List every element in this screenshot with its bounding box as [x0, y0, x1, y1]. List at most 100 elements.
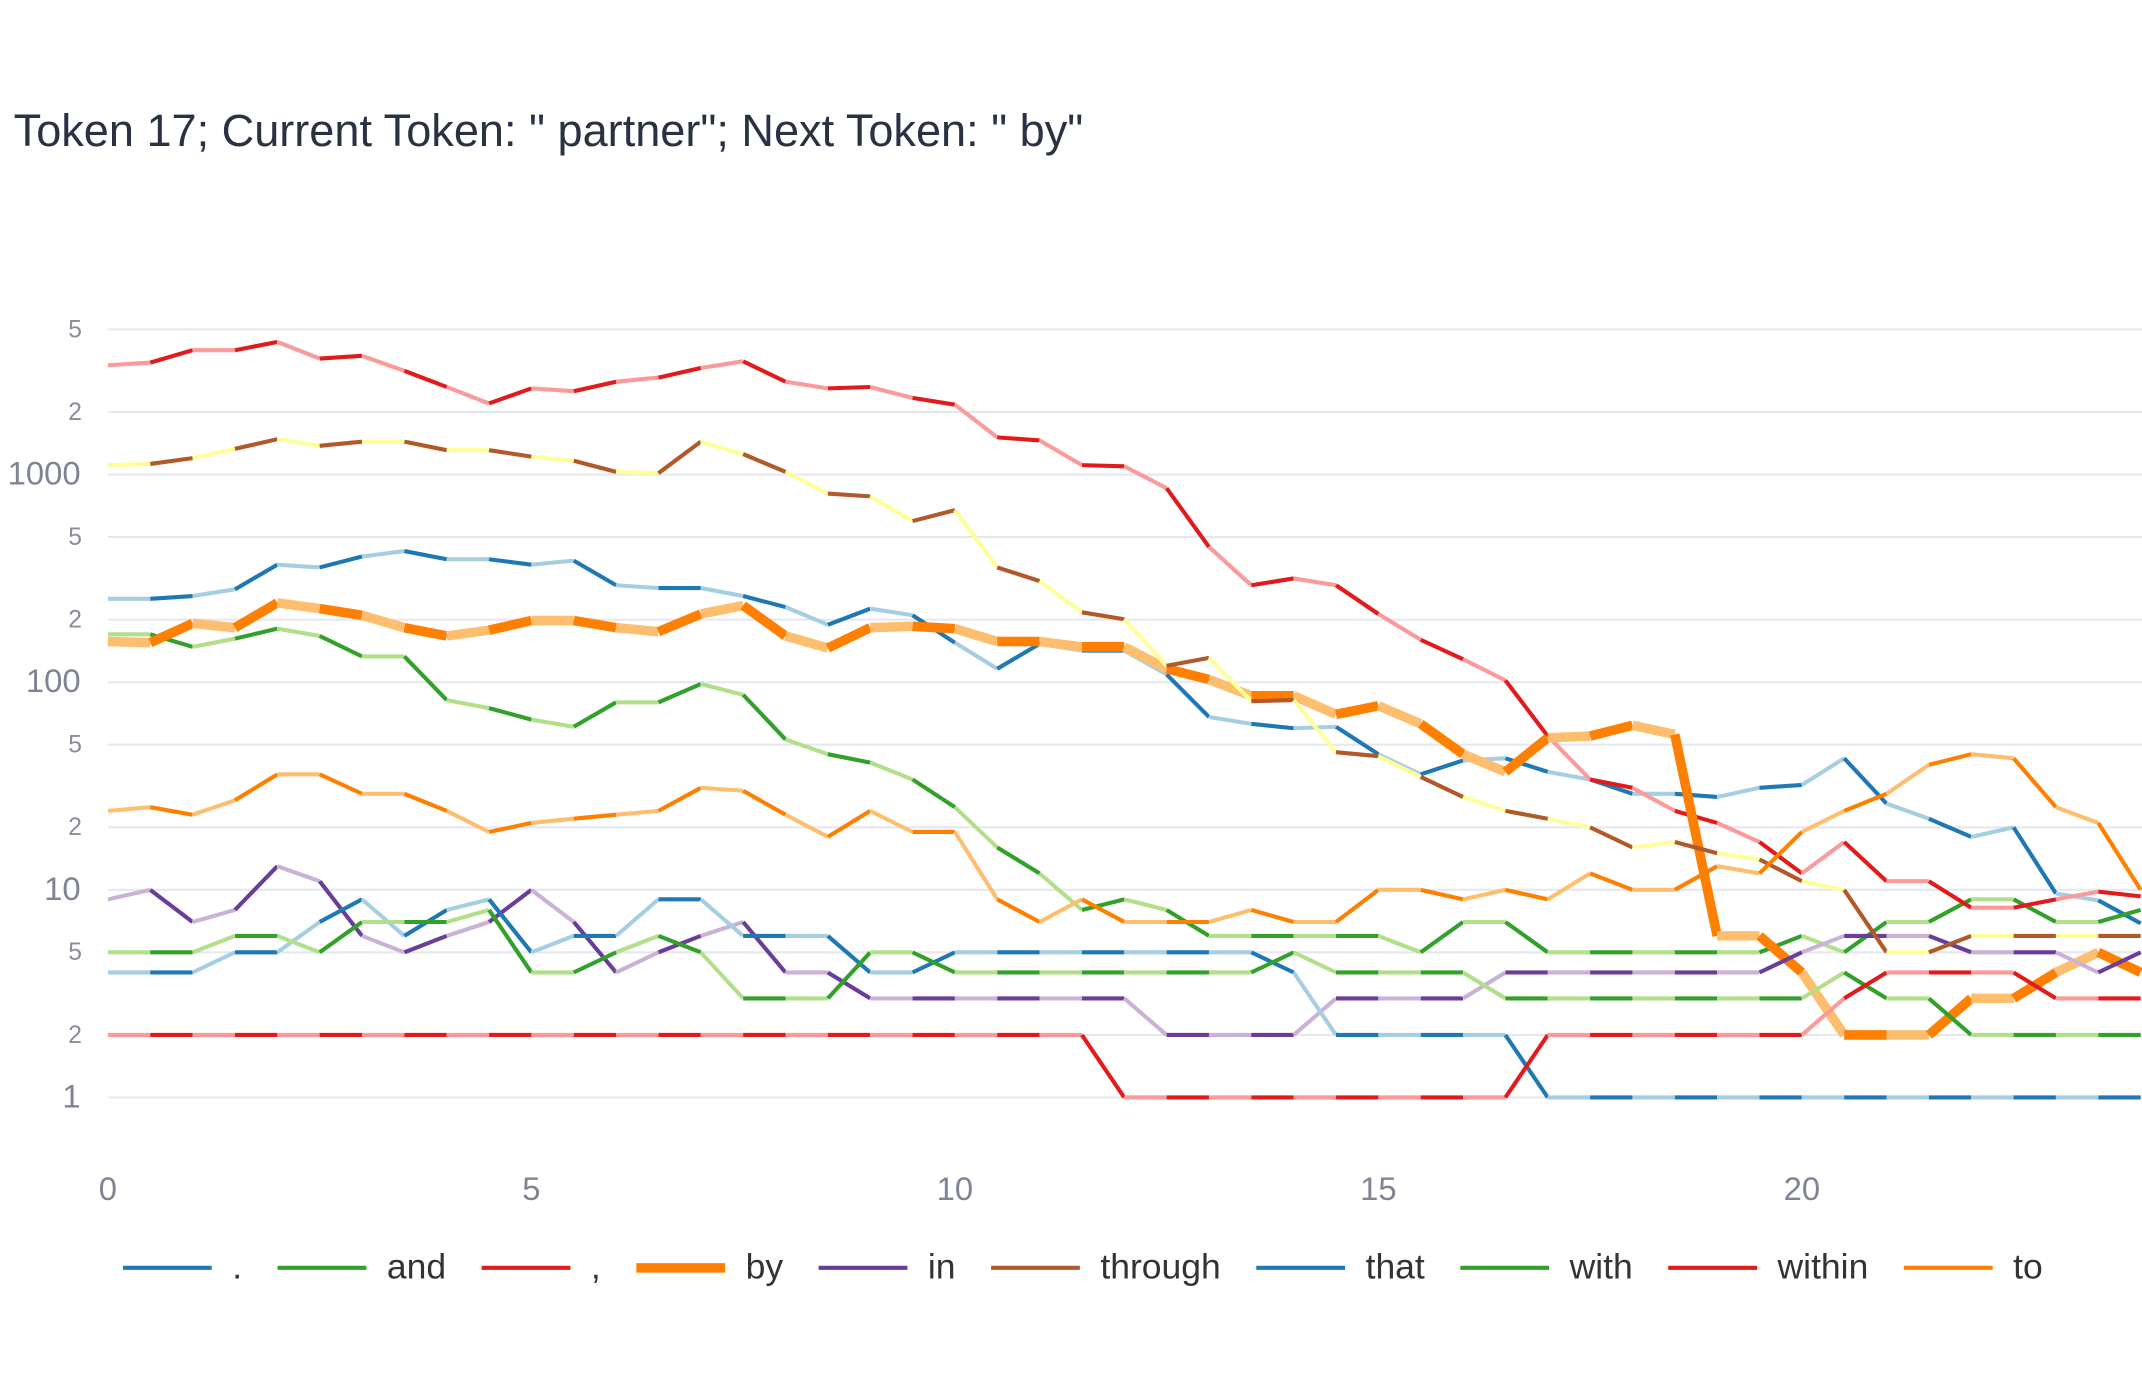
line-segment	[742, 594, 787, 610]
line-segment	[192, 636, 236, 649]
line-segment	[742, 359, 787, 384]
line-segment	[1419, 637, 1464, 662]
line-segment	[2097, 950, 2142, 975]
line-segment	[1800, 809, 1846, 834]
line-segment	[276, 920, 321, 955]
plot-lines	[107, 339, 2142, 1100]
line-segment	[615, 808, 659, 817]
line-segment	[657, 933, 702, 955]
line-segment	[2013, 897, 2057, 910]
x-tick-label: 15	[1360, 1170, 1396, 1207]
line-segment	[1504, 887, 1549, 902]
line-segment	[361, 933, 406, 955]
line-segment	[2012, 897, 2057, 924]
line-segment	[572, 700, 618, 729]
line-segment	[487, 908, 534, 974]
line-segment	[996, 565, 1041, 583]
line-segment	[572, 920, 618, 974]
line-segment	[1546, 871, 1592, 902]
line-segment	[1801, 879, 1845, 892]
line-segment	[530, 933, 575, 955]
line-segment	[1461, 970, 1507, 1001]
line-segment	[1292, 698, 1338, 754]
legend-label: through	[1100, 1247, 1220, 1287]
line-segment	[360, 610, 406, 633]
line-segment	[276, 437, 320, 448]
line-segment	[699, 897, 745, 938]
legend-label: that	[1366, 1247, 1425, 1287]
legend-label: in	[928, 1247, 956, 1287]
line-segment	[1038, 579, 1084, 614]
line-segment	[1377, 933, 1422, 955]
line-segment	[446, 920, 490, 938]
line-segment	[1081, 610, 1125, 622]
line-segment	[1801, 933, 1845, 955]
line-segment	[572, 558, 618, 588]
line-segment	[2097, 898, 2142, 926]
y-tick-label: 5	[68, 524, 82, 551]
line-segment	[1080, 1033, 1126, 1099]
line-segment	[827, 384, 871, 391]
line-segment	[1038, 636, 1083, 652]
line-segment	[1334, 583, 1380, 616]
line-segment	[1250, 576, 1294, 588]
line-segment	[740, 601, 789, 640]
y-tick-label: 5	[68, 732, 82, 759]
line-segment	[997, 435, 1040, 443]
line-segment	[1419, 775, 1464, 799]
line-segment	[1800, 970, 1846, 1001]
line-segment	[1164, 486, 1211, 549]
line-segment	[953, 805, 999, 849]
line-segment	[192, 907, 236, 924]
line-segment	[1462, 795, 1507, 813]
line-segment	[1800, 756, 1846, 787]
line-segment	[573, 812, 617, 821]
line-segment	[318, 634, 363, 659]
line-segment	[1758, 840, 1804, 876]
line-segment	[2055, 805, 2099, 825]
line-segment	[784, 605, 829, 627]
line-segment	[615, 583, 659, 591]
line-segment	[1589, 871, 1634, 892]
line-segment	[869, 606, 913, 618]
legend-label: within	[1777, 1247, 1869, 1287]
line-segment	[573, 379, 617, 394]
line-segment	[1165, 664, 1211, 685]
line-segment	[234, 437, 278, 451]
line-segment	[700, 439, 744, 457]
line-segment	[614, 897, 660, 938]
line-segment	[953, 640, 999, 671]
line-segment	[276, 933, 321, 955]
line-segment	[869, 385, 914, 400]
legend: . and, by in through that with within to	[122, 1247, 2043, 1287]
line-segment	[826, 934, 872, 975]
chart-title: Token 17; Current Token: " partner"; Nex…	[14, 105, 1084, 156]
line-segment	[953, 830, 999, 901]
line-segment	[953, 403, 999, 439]
line-segment	[784, 737, 829, 757]
line-segment	[912, 508, 956, 524]
line-segment	[487, 888, 533, 924]
line-segment	[826, 809, 872, 839]
y-tick-label: 1	[62, 1077, 80, 1114]
line-segment	[1673, 864, 1719, 892]
line-segment	[1928, 816, 1973, 839]
line-segment	[742, 452, 787, 474]
line-segment	[1800, 840, 1846, 876]
line-segment	[1631, 786, 1676, 813]
line-segment	[1292, 996, 1338, 1037]
line-segment	[2096, 821, 2142, 891]
line-segment	[1842, 840, 1888, 883]
line-segment	[1927, 996, 1973, 1037]
line-segment	[616, 469, 659, 476]
line-segment	[403, 439, 448, 453]
line-segment	[869, 809, 914, 834]
line-segment	[826, 950, 872, 1000]
line-segment	[531, 816, 574, 825]
line-segment	[700, 785, 744, 793]
line-segment	[1546, 734, 1592, 781]
line-segment	[445, 809, 490, 834]
line-segment	[234, 626, 278, 641]
line-segment	[403, 549, 448, 562]
